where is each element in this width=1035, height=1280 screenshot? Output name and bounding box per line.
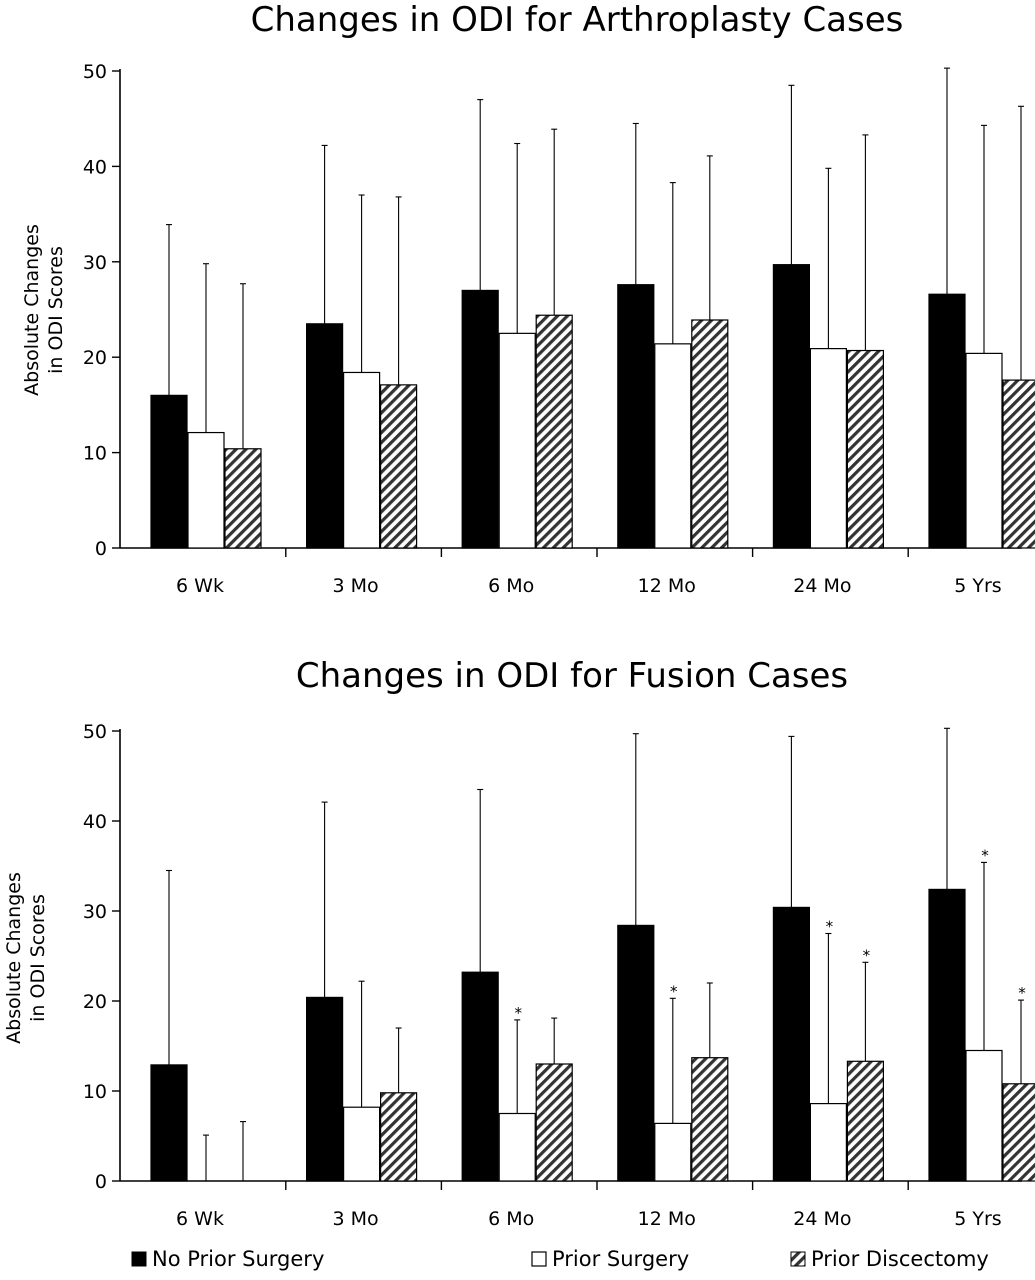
bar-prior-surgery-12-mo [654, 1122, 692, 1182]
bar-prior-discectomy-6-wk [224, 448, 262, 549]
y-tick-label: 40 [83, 811, 107, 833]
x-tick-label-12-mo: 12 Mo [638, 1208, 696, 1230]
legend-label: Prior Surgery [552, 1247, 689, 1271]
y-tick-label: 40 [83, 156, 107, 178]
bar-prior-surgery-6-wk [187, 431, 225, 549]
bar-prior-discectomy-5-yrs [1002, 1083, 1035, 1182]
bar-prior-surgery-3-mo [343, 1106, 381, 1182]
fusion-chart: Changes in ODI for Fusion Cases Absolute… [3, 656, 1035, 1230]
bar-prior-surgery-6-mo [498, 1112, 536, 1182]
bar-prior-discectomy-3-mo [380, 384, 418, 549]
bar-prior-surgery-24-mo [809, 348, 848, 549]
legend-swatch-hatched [790, 1251, 806, 1267]
x-tick-label-5-yrs: 5 Yrs [954, 1208, 1001, 1230]
legend-item-prior-surgery: Prior Surgery [531, 1247, 689, 1271]
y-tick-label: 50 [83, 61, 107, 83]
significance-marker: * [826, 918, 834, 936]
bar-no-prior-surgery-5-yrs [928, 888, 966, 1182]
bar-no-prior-surgery-3-mo [306, 996, 344, 1182]
bar-prior-discectomy-12-mo [691, 319, 729, 549]
y-tick-label: 30 [83, 901, 107, 923]
significance-marker: * [670, 982, 678, 1000]
x-tick-label-12-mo: 12 Mo [638, 575, 696, 597]
bar-no-prior-surgery-12-mo [617, 924, 655, 1182]
legend-swatch-solid [131, 1251, 147, 1267]
x-tick-label-6-mo: 6 Mo [488, 1208, 534, 1230]
bar-no-prior-surgery-6-wk [150, 394, 188, 549]
x-tick-label-24-mo: 24 Mo [793, 1208, 851, 1230]
x-tick-label-3-mo: 3 Mo [333, 575, 379, 597]
y-tick-label: 50 [83, 721, 107, 743]
bar-no-prior-surgery-3-mo [306, 323, 344, 549]
y-axis-label-line-2: in ODI Scores [45, 246, 67, 374]
bar-no-prior-surgery-24-mo [772, 264, 811, 549]
x-tick-label-24-mo: 24 Mo [793, 575, 851, 597]
bar-prior-surgery-5-yrs [965, 352, 1003, 549]
y-tick-label: 0 [95, 1171, 107, 1193]
significance-marker: * [514, 1004, 522, 1022]
bar-prior-surgery-3-mo [343, 371, 381, 549]
chart-title: Changes in ODI for Fusion Cases [296, 656, 848, 696]
y-axis-label-line-1: Absolute Changes [21, 224, 43, 396]
x-tick-label-6-mo: 6 Mo [488, 575, 534, 597]
significance-marker: * [1018, 984, 1026, 1002]
bar-no-prior-surgery-12-mo [617, 284, 655, 549]
legend-label: Prior Discectomy [811, 1247, 989, 1271]
x-tick-label-6-wk: 6 Wk [176, 575, 224, 597]
bar-no-prior-surgery-24-mo [772, 906, 811, 1182]
legend: No Prior Surgery Prior Surgery Prior Dis… [131, 1247, 989, 1271]
bar-prior-surgery-6-mo [498, 332, 536, 549]
y-tick-label: 0 [95, 538, 107, 560]
plot-area: 0 10 20 30 40 50 6 Wk 3 Mo 6 Mo 12 Mo 24 Mo 5 Yrs [83, 61, 1035, 597]
bar-prior-discectomy-5-yrs [1002, 379, 1035, 549]
bar-prior-surgery-5-yrs [965, 1049, 1003, 1182]
y-tick-label: 20 [83, 347, 107, 369]
bar-no-prior-surgery-5-yrs [928, 293, 966, 549]
legend-item-prior-discectomy: Prior Discectomy [790, 1247, 989, 1271]
bar-prior-discectomy-24-mo [846, 1060, 885, 1182]
y-tick-label: 30 [83, 252, 107, 274]
bar-no-prior-surgery-6-mo [461, 971, 499, 1182]
y-tick-label: 20 [83, 991, 107, 1013]
legend-label: No Prior Surgery [152, 1247, 324, 1271]
arthroplasty-chart: Changes in ODI for Arthroplasty Cases Ab… [21, 0, 1035, 597]
bar-prior-discectomy-6-mo [535, 314, 573, 549]
y-tick-label: 10 [83, 443, 107, 465]
chart-title: Changes in ODI for Arthroplasty Cases [251, 0, 904, 40]
bar-prior-surgery-12-mo [654, 343, 692, 549]
y-tick-label: 10 [83, 1081, 107, 1103]
y-axis-label-line-2: in ODI Scores [27, 894, 49, 1022]
significance-marker: * [981, 846, 989, 864]
legend-swatch-open [531, 1251, 547, 1267]
x-tick-label-5-yrs: 5 Yrs [954, 575, 1001, 597]
bar-prior-discectomy-6-mo [535, 1063, 573, 1182]
legend-item-no-prior-surgery: No Prior Surgery [131, 1247, 324, 1271]
bar-prior-discectomy-24-mo [846, 349, 885, 549]
x-tick-label-6-wk: 6 Wk [176, 1208, 224, 1230]
plot-area: 0 10 20 30 40 50 6 Wk 3 Mo 6 Mo 12 Mo 24 Mo 5 Yrs * *… [83, 721, 1035, 1230]
bar-no-prior-surgery-6-wk [150, 1064, 188, 1182]
significance-marker: * [863, 946, 871, 964]
bar-prior-discectomy-3-mo [380, 1092, 418, 1182]
bar-no-prior-surgery-6-mo [461, 289, 499, 549]
bar-prior-discectomy-12-mo [691, 1057, 729, 1182]
y-axis-label-line-1: Absolute Changes [3, 872, 25, 1044]
bar-prior-surgery-24-mo [809, 1102, 848, 1182]
x-tick-label-3-mo: 3 Mo [333, 1208, 379, 1230]
